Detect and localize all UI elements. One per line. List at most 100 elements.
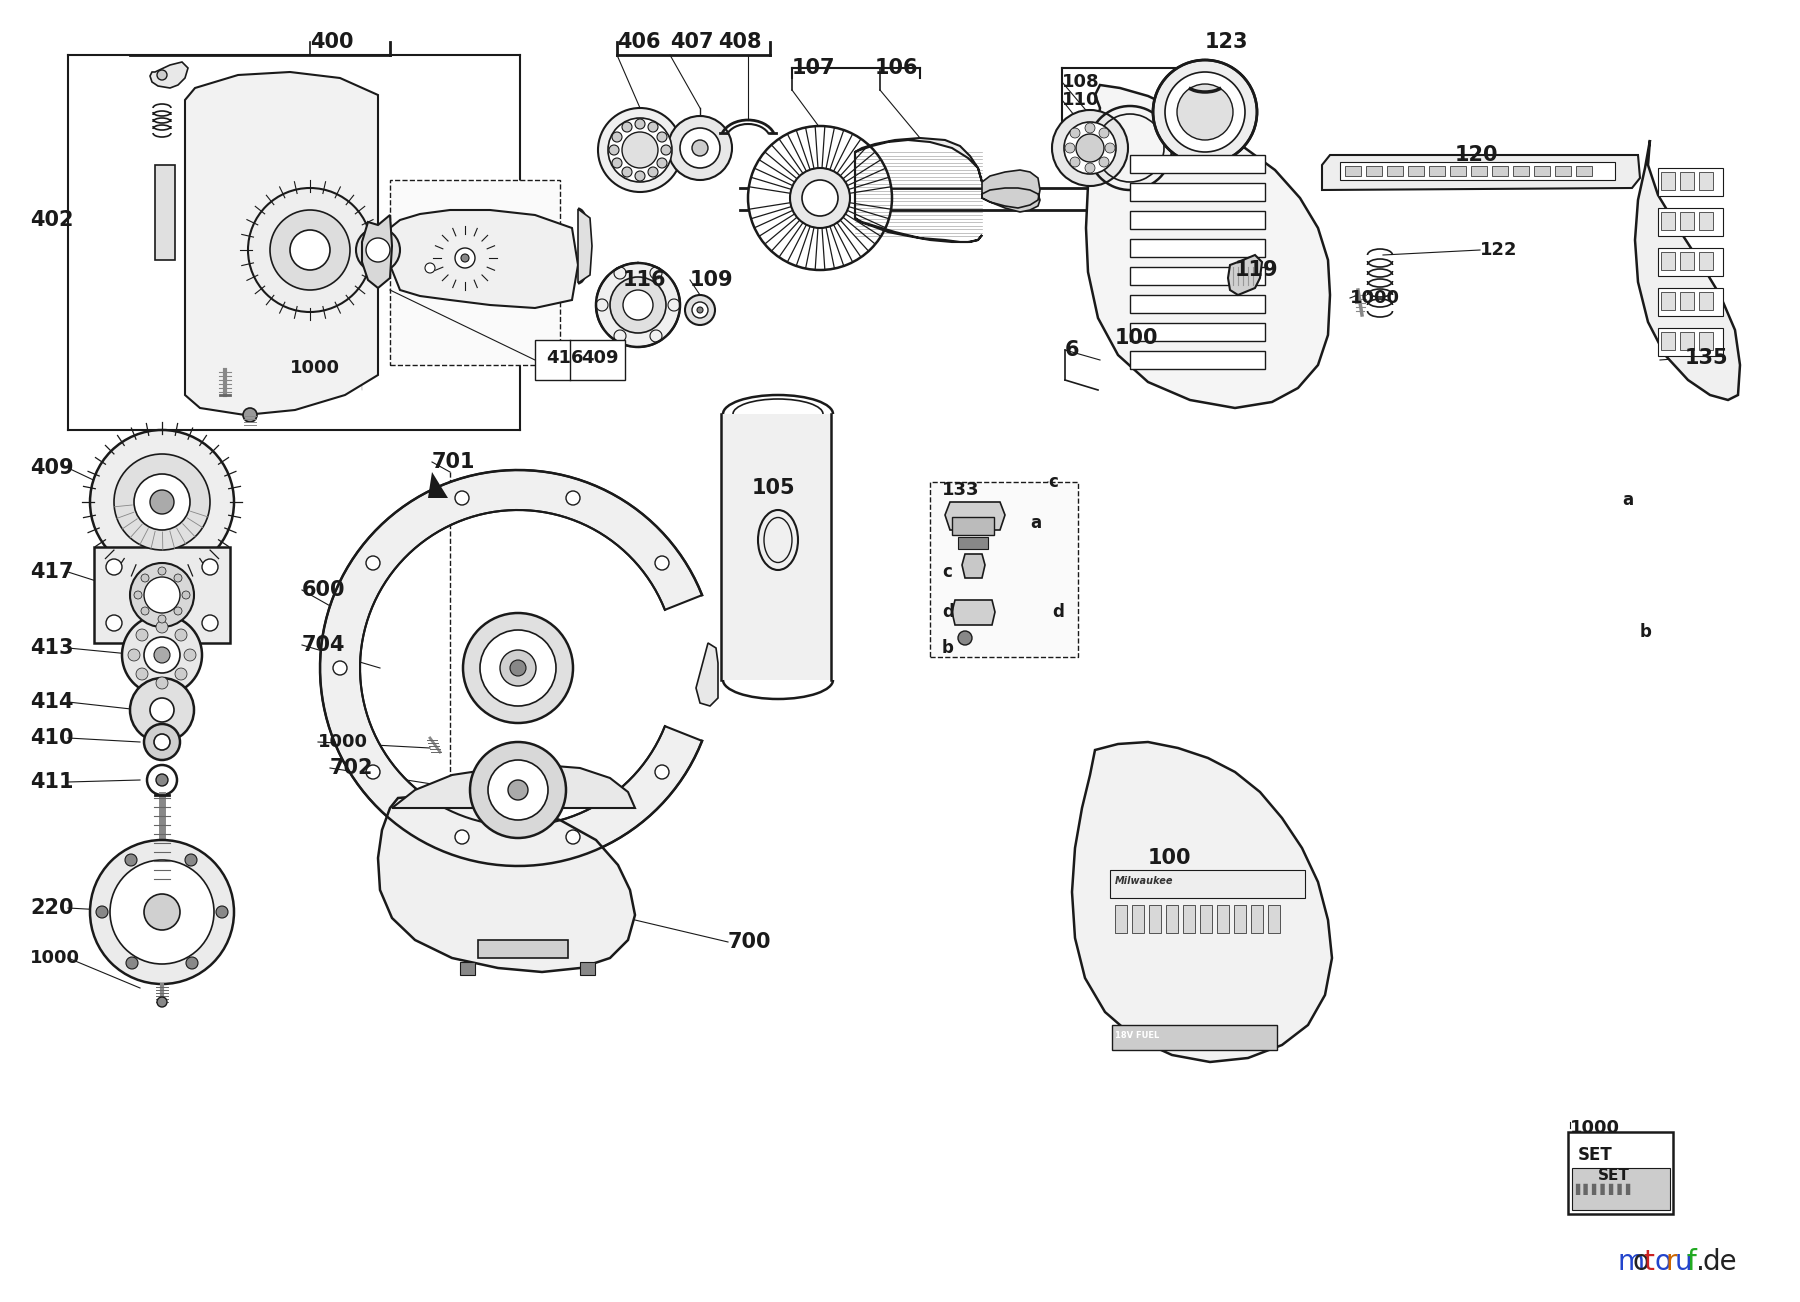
Circle shape	[657, 158, 668, 168]
Circle shape	[185, 854, 196, 866]
Circle shape	[749, 126, 893, 270]
Circle shape	[243, 408, 257, 422]
Circle shape	[437, 230, 493, 286]
Circle shape	[803, 180, 839, 216]
Text: 406: 406	[617, 33, 661, 52]
Polygon shape	[428, 473, 448, 497]
Circle shape	[133, 474, 191, 530]
Circle shape	[137, 629, 148, 641]
Text: 704: 704	[302, 635, 346, 655]
Text: ▌▌▌▌▌▌▌: ▌▌▌▌▌▌▌	[1575, 1184, 1634, 1195]
Circle shape	[365, 556, 380, 570]
Circle shape	[648, 167, 659, 177]
Circle shape	[182, 591, 191, 599]
Text: 407: 407	[670, 33, 713, 52]
Text: 402: 402	[31, 210, 74, 230]
Circle shape	[149, 698, 175, 723]
Bar	[1661, 212, 1676, 230]
Text: 100: 100	[1114, 328, 1159, 348]
Text: 1000: 1000	[290, 359, 340, 378]
Bar	[1183, 905, 1195, 934]
Text: 135: 135	[1685, 348, 1728, 368]
Text: 133: 133	[941, 480, 979, 499]
Circle shape	[461, 254, 470, 262]
Circle shape	[144, 577, 180, 613]
Circle shape	[623, 122, 632, 132]
Circle shape	[1064, 122, 1116, 174]
Circle shape	[248, 187, 373, 312]
Text: 109: 109	[689, 270, 734, 290]
Text: a: a	[1622, 491, 1633, 509]
Circle shape	[155, 647, 169, 663]
Bar	[1699, 253, 1714, 270]
Text: o: o	[1633, 1249, 1649, 1276]
Circle shape	[1076, 134, 1103, 161]
Circle shape	[144, 724, 180, 760]
Bar	[479, 940, 569, 958]
Circle shape	[270, 210, 349, 290]
Text: 123: 123	[1204, 33, 1249, 52]
Bar	[1661, 292, 1676, 310]
Text: c: c	[941, 562, 952, 581]
Bar	[1661, 172, 1676, 190]
Polygon shape	[392, 766, 635, 809]
Bar	[1514, 165, 1528, 176]
Circle shape	[596, 263, 680, 348]
Circle shape	[130, 562, 194, 628]
Bar	[1577, 165, 1591, 176]
Circle shape	[455, 247, 475, 268]
Text: 100: 100	[1148, 848, 1192, 868]
Bar	[1679, 172, 1694, 190]
Circle shape	[623, 167, 632, 177]
Circle shape	[691, 141, 707, 156]
Circle shape	[122, 615, 202, 695]
Circle shape	[157, 773, 167, 786]
Bar	[1555, 165, 1571, 176]
Circle shape	[598, 108, 682, 191]
Bar	[1166, 905, 1177, 934]
Polygon shape	[961, 553, 985, 578]
Circle shape	[90, 840, 234, 984]
Bar	[1699, 292, 1714, 310]
Text: 410: 410	[31, 728, 74, 749]
Text: 1000: 1000	[319, 733, 367, 751]
Text: t: t	[1643, 1249, 1654, 1276]
Circle shape	[958, 631, 972, 644]
Circle shape	[290, 230, 329, 270]
Text: 409: 409	[31, 458, 74, 478]
Text: r: r	[1665, 1249, 1676, 1276]
Text: 1000: 1000	[1350, 289, 1400, 307]
Bar	[535, 340, 625, 380]
Circle shape	[697, 307, 704, 312]
Text: o: o	[1654, 1249, 1670, 1276]
Circle shape	[106, 559, 122, 575]
Text: 119: 119	[1235, 260, 1278, 280]
Bar	[1679, 292, 1694, 310]
Circle shape	[608, 118, 671, 182]
Text: 702: 702	[329, 758, 374, 779]
Text: 120: 120	[1454, 145, 1498, 165]
Bar	[1130, 323, 1265, 341]
Circle shape	[124, 854, 137, 866]
Circle shape	[90, 430, 234, 574]
Polygon shape	[697, 643, 718, 706]
Circle shape	[158, 566, 166, 575]
Polygon shape	[461, 962, 475, 975]
Text: .: .	[1696, 1249, 1705, 1276]
Circle shape	[500, 650, 536, 686]
Bar	[1345, 165, 1361, 176]
Circle shape	[425, 263, 436, 273]
Polygon shape	[378, 796, 635, 973]
Circle shape	[455, 491, 470, 505]
Text: 416: 416	[545, 349, 583, 367]
Polygon shape	[580, 962, 596, 975]
Text: 1000: 1000	[31, 949, 79, 967]
Bar	[722, 414, 832, 680]
Circle shape	[175, 607, 182, 615]
Circle shape	[130, 678, 194, 742]
Text: b: b	[941, 639, 954, 658]
Text: a: a	[1030, 514, 1040, 533]
Circle shape	[680, 128, 720, 168]
Circle shape	[140, 574, 149, 582]
Bar	[1429, 165, 1445, 176]
